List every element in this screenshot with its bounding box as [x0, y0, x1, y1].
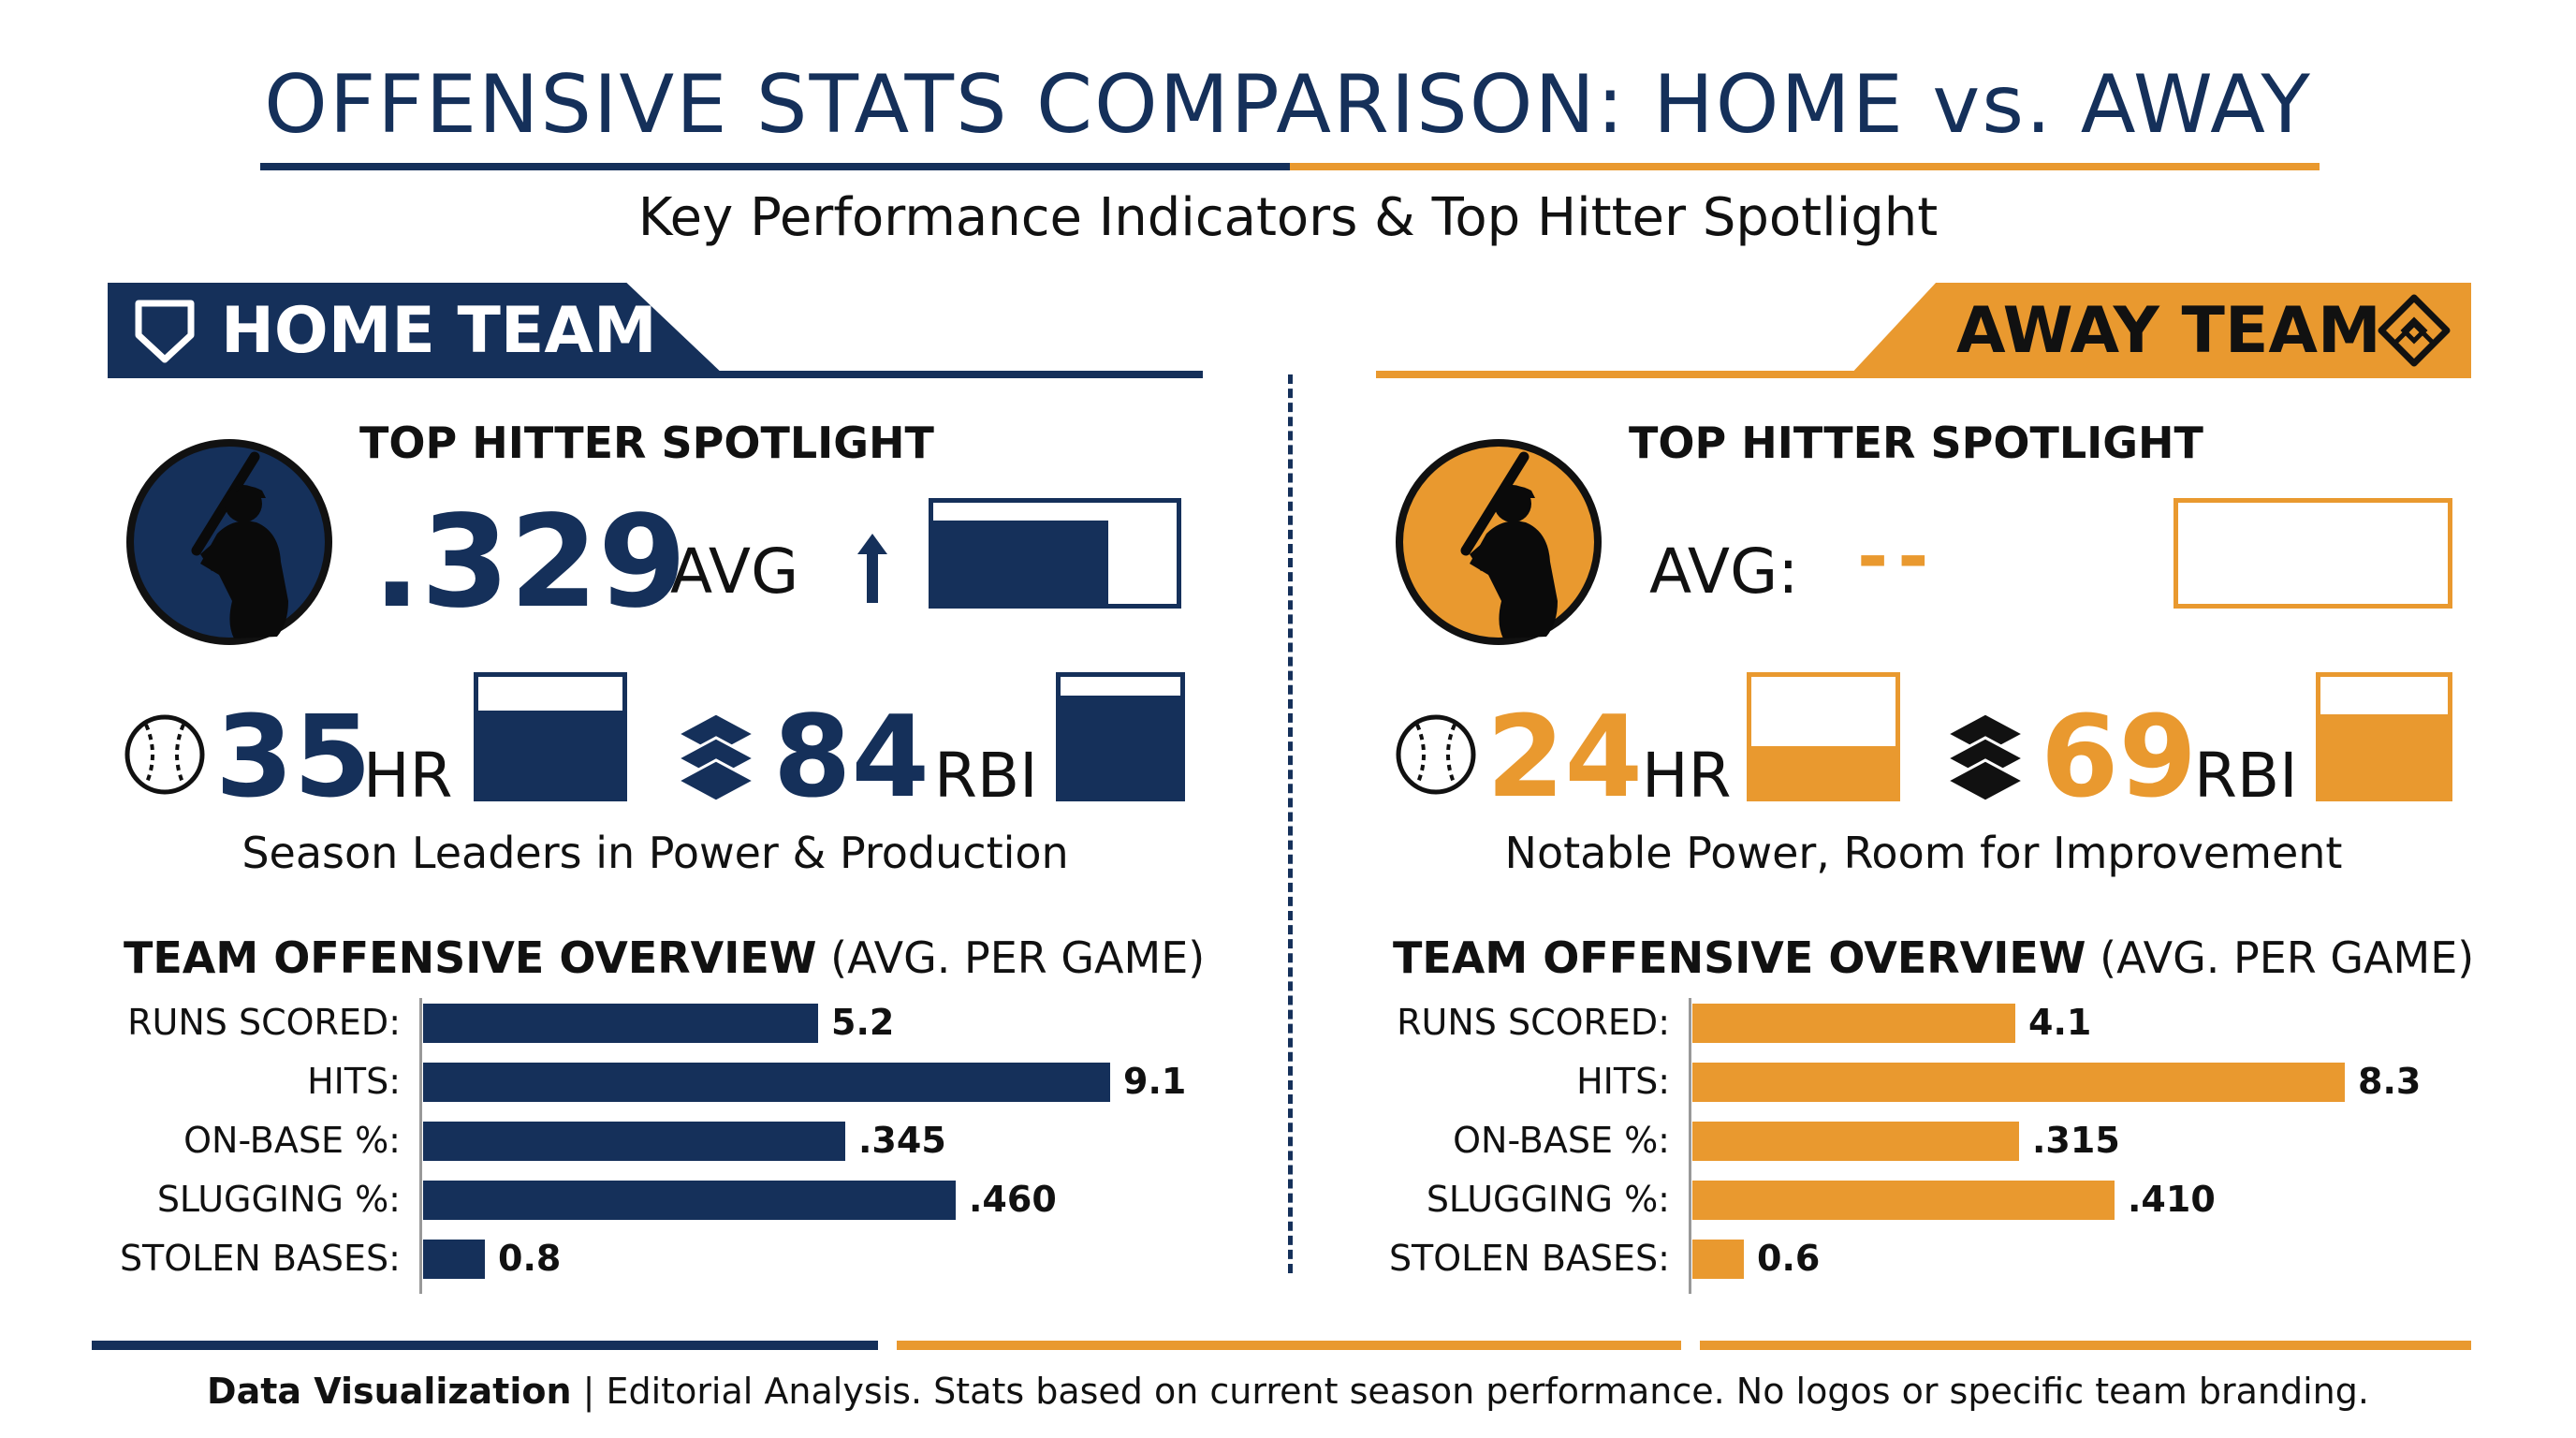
away-hr-value: 24	[1486, 693, 1643, 823]
stack-layers-icon	[674, 712, 758, 803]
home-bar	[423, 1122, 845, 1161]
away-row-label: RUNS SCORED:	[1397, 1002, 1670, 1043]
baseball-icon	[124, 714, 205, 795]
home-bar	[423, 1063, 1110, 1102]
home-bar-value: 0.8	[498, 1238, 562, 1279]
home-row-label: SLUGGING %:	[156, 1179, 401, 1220]
home-rbi-value: 84	[773, 693, 929, 823]
away-banner-rule	[1376, 371, 2471, 378]
away-rbi-unit: RBI	[2194, 740, 2298, 812]
away-batter-icon	[1396, 439, 1602, 645]
away-bar-value: 4.1	[2028, 1002, 2092, 1043]
baseball-icon	[1396, 714, 1476, 795]
away-rbi-gauge	[2316, 672, 2452, 801]
away-row-label: ON-BASE %:	[1453, 1120, 1670, 1161]
home-bar	[423, 1004, 818, 1043]
home-bar	[423, 1240, 485, 1279]
home-batter-icon	[126, 439, 332, 645]
away-bar-axis	[1689, 998, 1691, 1294]
footer-note: Data Visualization | Editorial Analysis.…	[0, 1371, 2576, 1412]
home-caption: Season Leaders in Power & Production	[242, 828, 1069, 878]
away-row-label: STOLEN BASES:	[1388, 1238, 1670, 1279]
away-overview-title-rest: (AVG. PER GAME)	[2086, 932, 2475, 983]
center-divider	[1288, 374, 1293, 1273]
home-rbi-gauge	[1056, 672, 1185, 801]
away-rbi-gauge-fill	[2320, 713, 2448, 797]
away-hr-unit: HR	[1642, 740, 1732, 812]
footer-bold: Data Visualization	[207, 1371, 572, 1412]
away-bar-value: .315	[2032, 1120, 2120, 1161]
away-overview-title-bold: TEAM OFFENSIVE OVERVIEW	[1393, 932, 2086, 983]
title-underline-home	[260, 163, 1290, 170]
home-rbi-unit: RBI	[934, 740, 1038, 812]
home-hr-value: 35	[215, 693, 372, 823]
home-avg-value: .329	[373, 489, 687, 637]
away-avg-value: --	[1857, 513, 1939, 600]
away-bar	[1692, 1181, 2115, 1220]
away-bar	[1692, 1122, 2019, 1161]
away-overview-title: TEAM OFFENSIVE OVERVIEW (AVG. PER GAME)	[1393, 932, 2474, 983]
home-bar-value: 9.1	[1123, 1061, 1187, 1102]
home-row-label: ON-BASE %:	[183, 1120, 401, 1161]
title-underline-away	[1290, 163, 2320, 170]
stack-layers-icon	[1943, 712, 2027, 803]
away-avg-gauge	[2174, 498, 2452, 609]
home-hr-unit: HR	[363, 740, 453, 812]
home-bar-value: .345	[858, 1120, 946, 1161]
away-bar-value: .410	[2128, 1179, 2216, 1220]
home-plate-icon	[135, 300, 195, 363]
away-avg-label: AVG:	[1649, 536, 1799, 608]
away-bar	[1692, 1063, 2345, 1102]
footer-rule-away	[1700, 1341, 2471, 1350]
footer-rule-home	[92, 1341, 878, 1350]
away-team-label: AWAY TEAM	[1956, 294, 2381, 368]
home-bar-value: .460	[969, 1179, 1057, 1220]
away-spotlight-title: TOP HITTER SPOTLIGHT	[1629, 418, 2203, 468]
home-overview-title: TEAM OFFENSIVE OVERVIEW (AVG. PER GAME)	[124, 932, 1205, 983]
away-row-label: SLUGGING %:	[1426, 1179, 1670, 1220]
away-bar	[1692, 1004, 2015, 1043]
home-row-label: HITS:	[307, 1061, 401, 1102]
away-team-banner	[1849, 283, 2471, 376]
away-row-label: HITS:	[1576, 1061, 1670, 1102]
away-bar-value: 0.6	[1757, 1238, 1821, 1279]
page-title: OFFENSIVE STATS COMPARISON: HOME vs. AWA…	[264, 58, 2312, 152]
home-row-label: STOLEN BASES:	[119, 1238, 401, 1279]
home-overview-title-rest: (AVG. PER GAME)	[816, 932, 1206, 983]
home-hr-gauge	[474, 672, 627, 801]
home-banner-rule	[108, 371, 1203, 378]
page-subtitle: Key Performance Indicators & Top Hitter …	[637, 187, 1939, 248]
away-caption: Notable Power, Room for Improvement	[1504, 828, 2343, 878]
home-team-banner	[108, 283, 725, 376]
home-avg-gauge-fill	[933, 521, 1109, 604]
home-hr-gauge-fill	[478, 710, 622, 797]
away-bar	[1692, 1240, 1744, 1279]
home-bar	[423, 1181, 956, 1220]
away-bar-value: 8.3	[2358, 1061, 2422, 1102]
home-avg-unit: AVG	[670, 536, 799, 608]
up-arrow-icon	[857, 534, 887, 603]
home-bar-value: 5.2	[831, 1002, 895, 1043]
away-rbi-value: 69	[2041, 693, 2197, 823]
away-hr-gauge	[1747, 672, 1900, 801]
home-row-label: RUNS SCORED:	[127, 1002, 401, 1043]
home-rbi-gauge-fill	[1061, 696, 1180, 797]
home-avg-gauge	[929, 498, 1181, 609]
away-hr-gauge-fill	[1751, 746, 1895, 797]
home-overview-title-bold: TEAM OFFENSIVE OVERVIEW	[124, 932, 817, 983]
footer-rule-mid	[897, 1341, 1681, 1350]
footer-rest: | Editorial Analysis. Stats based on cur…	[571, 1371, 2369, 1412]
home-team-label: HOME TEAM	[221, 294, 657, 368]
home-spotlight-title: TOP HITTER SPOTLIGHT	[359, 418, 934, 468]
baseball-diamond-icon	[2378, 294, 2451, 367]
home-bar-axis	[419, 998, 422, 1294]
